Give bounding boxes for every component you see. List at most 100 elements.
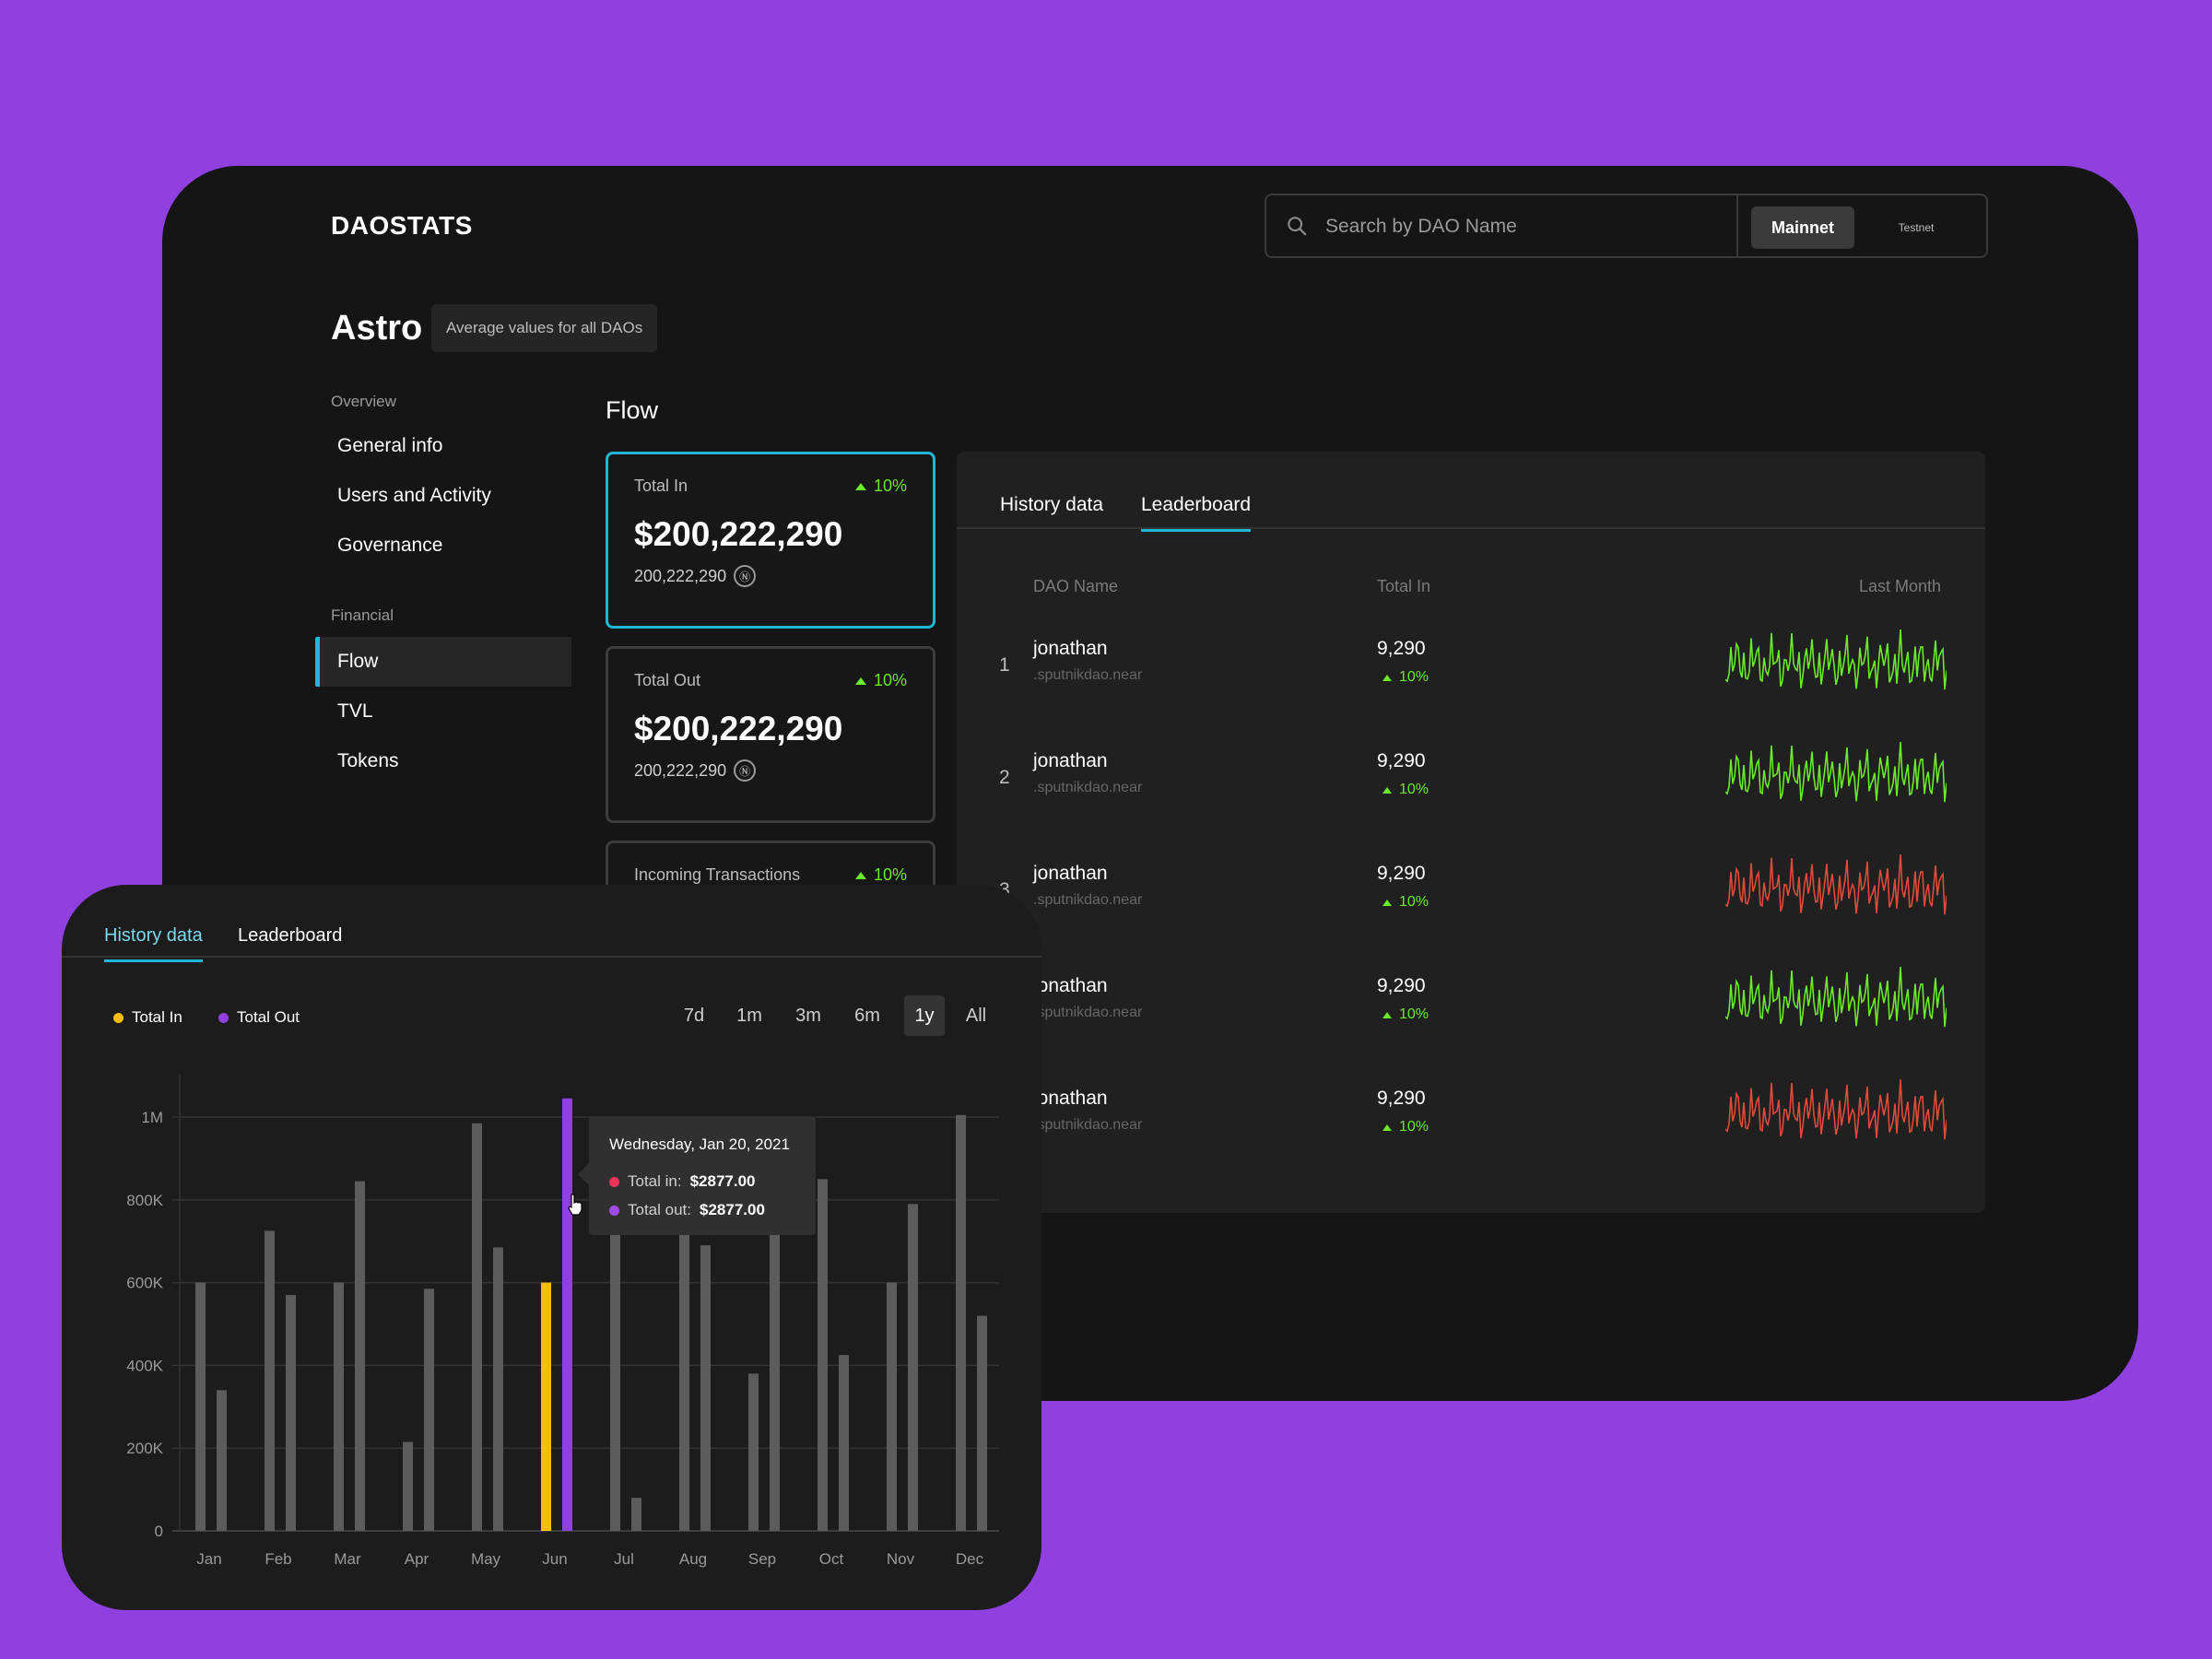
x-tick-label: Mar [334,1550,361,1568]
table-row[interactable]: 2 jonathan .sputnikdao.near 9,290 10% [957,732,1985,844]
bar-total-out[interactable] [493,1247,503,1531]
range-all[interactable]: All [965,1005,987,1026]
sidebar-item-tokens[interactable]: Tokens [337,750,399,771]
row-dao-account: .sputnikdao.near [1033,667,1143,683]
bar-total-out[interactable] [770,1171,780,1531]
bar-total-out[interactable] [286,1295,296,1531]
search-bar: Mainnet Testnet [1265,194,1988,258]
range-1m[interactable]: 1m [736,1005,762,1026]
bar-total-out[interactable] [424,1288,434,1531]
total-out-dot-icon [218,1012,229,1023]
bar-total-in[interactable] [541,1282,551,1531]
row-dao-name[interactable]: jonathan [1033,750,1108,771]
range-3m[interactable]: 3m [795,1005,821,1026]
bar-total-out[interactable] [908,1204,918,1531]
tab-leaderboard[interactable]: Leaderboard [238,925,343,946]
row-dao-name[interactable]: jonathan [1033,638,1108,659]
bar-total-in[interactable] [195,1282,206,1531]
bar-total-out[interactable] [217,1390,227,1531]
stat-value: $200,222,290 [634,710,843,747]
bar-total-out[interactable] [631,1498,641,1531]
row-dao-name[interactable]: jonathan [1033,1088,1108,1109]
search-input[interactable] [1324,195,1733,258]
row-dao-account: .sputnikdao.near [1033,780,1143,795]
sparkline-line [1725,741,1947,803]
row-dao-account: .sputnikdao.near [1033,1117,1143,1133]
near-icon: Ⓝ [734,759,757,782]
tab-history-data[interactable]: History data [104,925,203,962]
tab-history-data[interactable]: History data [1000,494,1104,515]
row-dao-name[interactable]: jonathan [1033,975,1108,996]
range-1y[interactable]: 1y [904,995,945,1036]
sidebar-item-governance[interactable]: Governance [337,535,443,556]
bar-total-out[interactable] [977,1315,987,1531]
legend-total-out[interactable]: Total Out [218,1008,300,1027]
tooltip-total-in: Total in: $2877.00 [609,1172,756,1191]
bar-total-in[interactable] [334,1282,344,1531]
arrow-up-icon [1382,899,1392,906]
stat-change-value: 10% [873,477,907,495]
total-in-card[interactable]: Total In 10% $200,222,290 200,222,290 Ⓝ [606,452,935,629]
x-tick-label: Aug [679,1550,707,1568]
row-change-value: 10% [1399,894,1430,910]
legend-total-in[interactable]: Total In [113,1008,182,1027]
history-bar-chart[interactable]: 0 200K 400K 600K 800K 1M Jan Feb Mar Apr May Jun Jul… [62,885,1041,1610]
row-dao-name[interactable]: jonathan [1033,863,1108,884]
sidebar-item-general-info[interactable]: General info [337,435,443,456]
bar-total-in[interactable] [472,1123,482,1531]
sidebar-item-tvl[interactable]: TVL [337,700,373,722]
range-6m[interactable]: 6m [854,1005,880,1026]
arrow-up-icon [1382,674,1392,681]
table-row[interactable]: 3 jonathan .sputnikdao.near 9,290 10% [957,844,1985,957]
total-out-dot-icon [609,1205,619,1216]
row-change-value: 10% [1399,782,1430,797]
bar-total-in[interactable] [403,1441,413,1531]
page-title: Astro [331,309,423,347]
y-tick-label: 200K [126,1440,163,1457]
bar-total-in[interactable] [748,1373,759,1531]
bar-total-out[interactable] [355,1181,365,1531]
sidebar-item-users-activity[interactable]: Users and Activity [337,485,491,506]
arrow-up-icon [1382,1124,1392,1131]
bar-total-out[interactable] [700,1245,711,1531]
stat-sub-value: 200,222,290 [634,566,727,585]
x-tick-label: Jan [196,1550,221,1568]
y-tick-label: 400K [126,1357,163,1374]
total-out-card[interactable]: Total Out 10% $200,222,290 200,222,290 Ⓝ [606,646,935,823]
row-total-in: 9,290 [1377,863,1426,884]
chart-tooltip: Wednesday, Jan 20, 2021 Total in: $2877.0… [578,1117,816,1235]
sidebar-section-overview: Overview [331,393,396,410]
bar-total-in[interactable] [956,1114,966,1531]
logo[interactable]: DAOSTATS [331,211,473,240]
bar-total-in[interactable] [610,1133,620,1531]
column-header-dao-name: DAO Name [1033,577,1119,595]
history-chart-window: History data Leaderboard Total In Total … [62,885,1041,1610]
stat-value: $200,222,290 [634,515,843,553]
legend-label: Total Out [237,1008,300,1026]
table-row[interactable]: 1 jonathan .sputnikdao.near 9,290 10% [957,619,1985,732]
range-7d[interactable]: 7d [683,1005,705,1026]
bar-total-in[interactable] [679,1166,689,1531]
sparkline-chart [1725,853,1947,915]
x-tick-label: Jun [542,1550,567,1568]
bar-total-out[interactable] [562,1098,572,1531]
tab-divider [957,527,1985,529]
sparkline-line [1725,1078,1947,1140]
tab-leaderboard[interactable]: Leaderboard [1141,494,1252,532]
bar-total-in[interactable] [265,1230,275,1531]
row-dao-account: .sputnikdao.near [1033,1005,1143,1020]
bar-total-in[interactable] [887,1282,897,1531]
row-total-in: 9,290 [1377,750,1426,771]
x-tick-label: Nov [887,1550,915,1568]
total-in-dot-icon [113,1012,124,1023]
row-change-value: 10% [1399,669,1430,685]
sidebar-item-flow[interactable]: Flow [315,637,571,687]
row-rank: 2 [999,767,1010,788]
row-change: 10% [1382,894,1429,911]
bar-total-out[interactable] [839,1355,849,1531]
testnet-toggle[interactable]: Testnet [1898,221,1935,234]
mainnet-toggle[interactable]: Mainnet [1751,206,1854,249]
bar-total-in[interactable] [818,1179,828,1531]
